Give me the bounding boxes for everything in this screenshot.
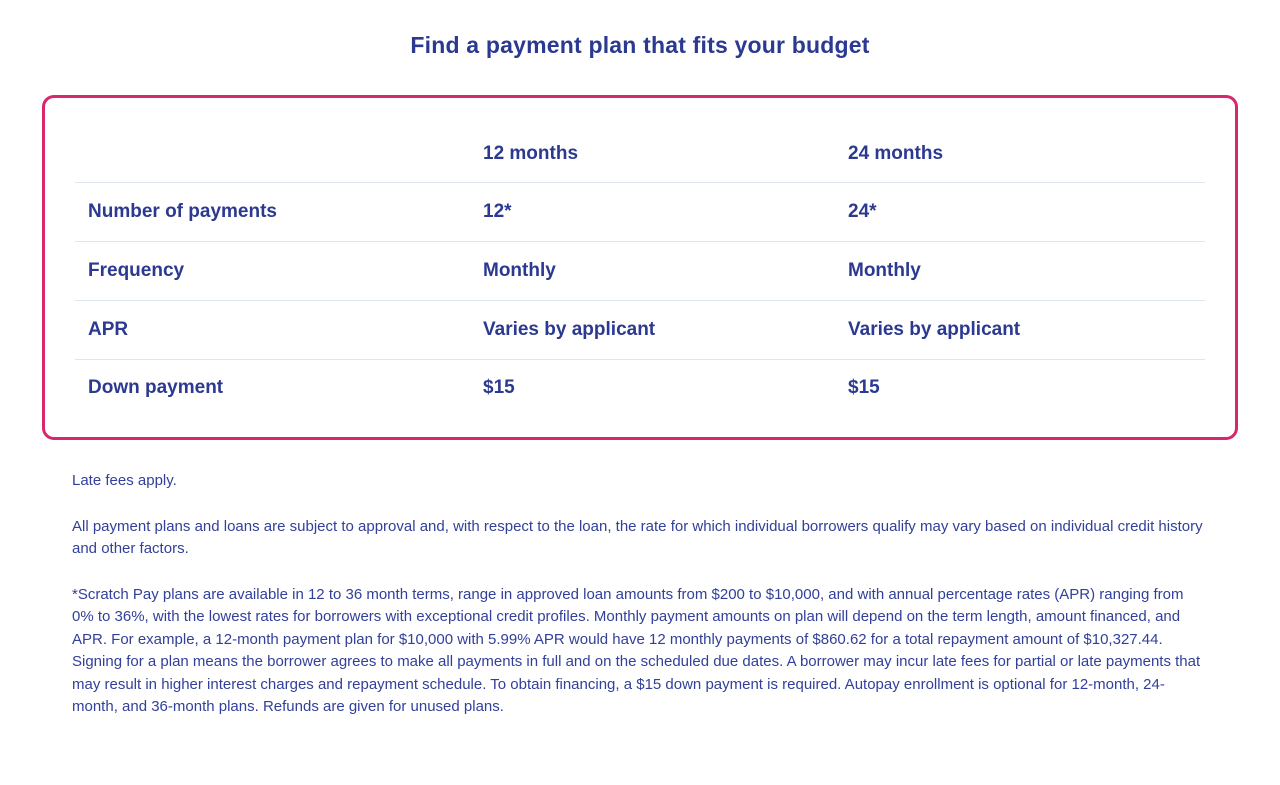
- late-fees-note: Late fees apply.: [72, 472, 177, 489]
- row-label: Frequency: [88, 260, 185, 281]
- row-value-12-months: Varies by applicant: [483, 319, 656, 340]
- payment-plan-section: Find a payment plan that fits your budge…: [0, 32, 1280, 719]
- row-value-24-months: Varies by applicant: [848, 319, 1021, 340]
- table-row-number-of-payments: Number of payments 12* 24*: [45, 183, 1235, 241]
- row-value-12-months: $15: [483, 377, 515, 398]
- row-label: Down payment: [88, 377, 224, 398]
- header-cell-12-months: 12 months: [483, 143, 579, 164]
- row-value-24-months: 24*: [848, 201, 877, 222]
- table-row-down-payment: Down payment $15 $15: [45, 360, 1235, 437]
- header-cell-24-months: 24 months: [848, 143, 944, 164]
- row-value-12-months: Monthly: [483, 260, 556, 281]
- page-title: Find a payment plan that fits your budge…: [410, 32, 870, 58]
- row-value-12-months: 12*: [483, 201, 512, 222]
- row-label: Number of payments: [88, 201, 277, 222]
- approval-note: All payment plans and loans are subject …: [72, 517, 1203, 558]
- row-label: APR: [88, 319, 129, 340]
- row-divider: [75, 241, 1205, 242]
- table-header-row: 12 months 24 months: [45, 98, 1235, 182]
- row-divider: [75, 182, 1205, 183]
- plan-details-note: *Scratch Pay plans are available in 12 t…: [72, 585, 1201, 716]
- disclaimer-notes: Late fees apply. All payment plans and l…: [72, 470, 1208, 719]
- row-divider: [75, 300, 1205, 301]
- row-value-24-months: $15: [848, 377, 880, 398]
- table-row-frequency: Frequency Monthly Monthly: [45, 242, 1235, 300]
- row-value-24-months: Monthly: [848, 260, 921, 281]
- row-divider: [75, 359, 1205, 360]
- table-row-apr: APR Varies by applicant Varies by applic…: [45, 301, 1235, 359]
- payment-plan-table: 12 months 24 months Number of payments 1…: [42, 95, 1238, 440]
